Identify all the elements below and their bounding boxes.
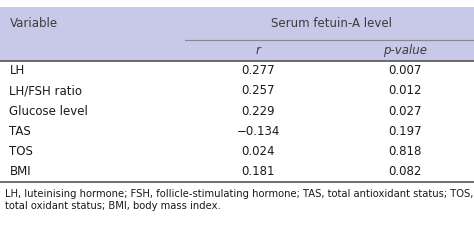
Text: r: r (256, 43, 261, 57)
Text: 0.007: 0.007 (389, 64, 422, 77)
Text: 0.181: 0.181 (242, 165, 275, 178)
Text: 0.024: 0.024 (242, 145, 275, 158)
Text: LH/FSH ratio: LH/FSH ratio (9, 84, 82, 97)
Text: 0.229: 0.229 (242, 105, 275, 118)
Text: TAS: TAS (9, 125, 31, 138)
Text: Glucose level: Glucose level (9, 105, 88, 118)
FancyBboxPatch shape (0, 40, 474, 61)
Text: 0.197: 0.197 (389, 125, 422, 138)
Text: 0.257: 0.257 (242, 84, 275, 97)
Text: BMI: BMI (9, 165, 31, 178)
Text: p-value: p-value (383, 43, 427, 57)
Text: LH, luteinising hormone; FSH, follicle-stimulating hormone; TAS, total antioxida: LH, luteinising hormone; FSH, follicle-s… (5, 189, 473, 211)
Text: LH: LH (9, 64, 25, 77)
Text: TOS: TOS (9, 145, 33, 158)
Text: Serum fetuin-A level: Serum fetuin-A level (271, 17, 392, 30)
Text: Variable: Variable (9, 17, 58, 30)
Text: 0.027: 0.027 (389, 105, 422, 118)
Text: 0.277: 0.277 (242, 64, 275, 77)
Text: 0.012: 0.012 (389, 84, 422, 97)
Text: 0.082: 0.082 (389, 165, 422, 178)
Text: 0.818: 0.818 (389, 145, 422, 158)
FancyBboxPatch shape (0, 7, 474, 40)
Text: −0.134: −0.134 (237, 125, 280, 138)
